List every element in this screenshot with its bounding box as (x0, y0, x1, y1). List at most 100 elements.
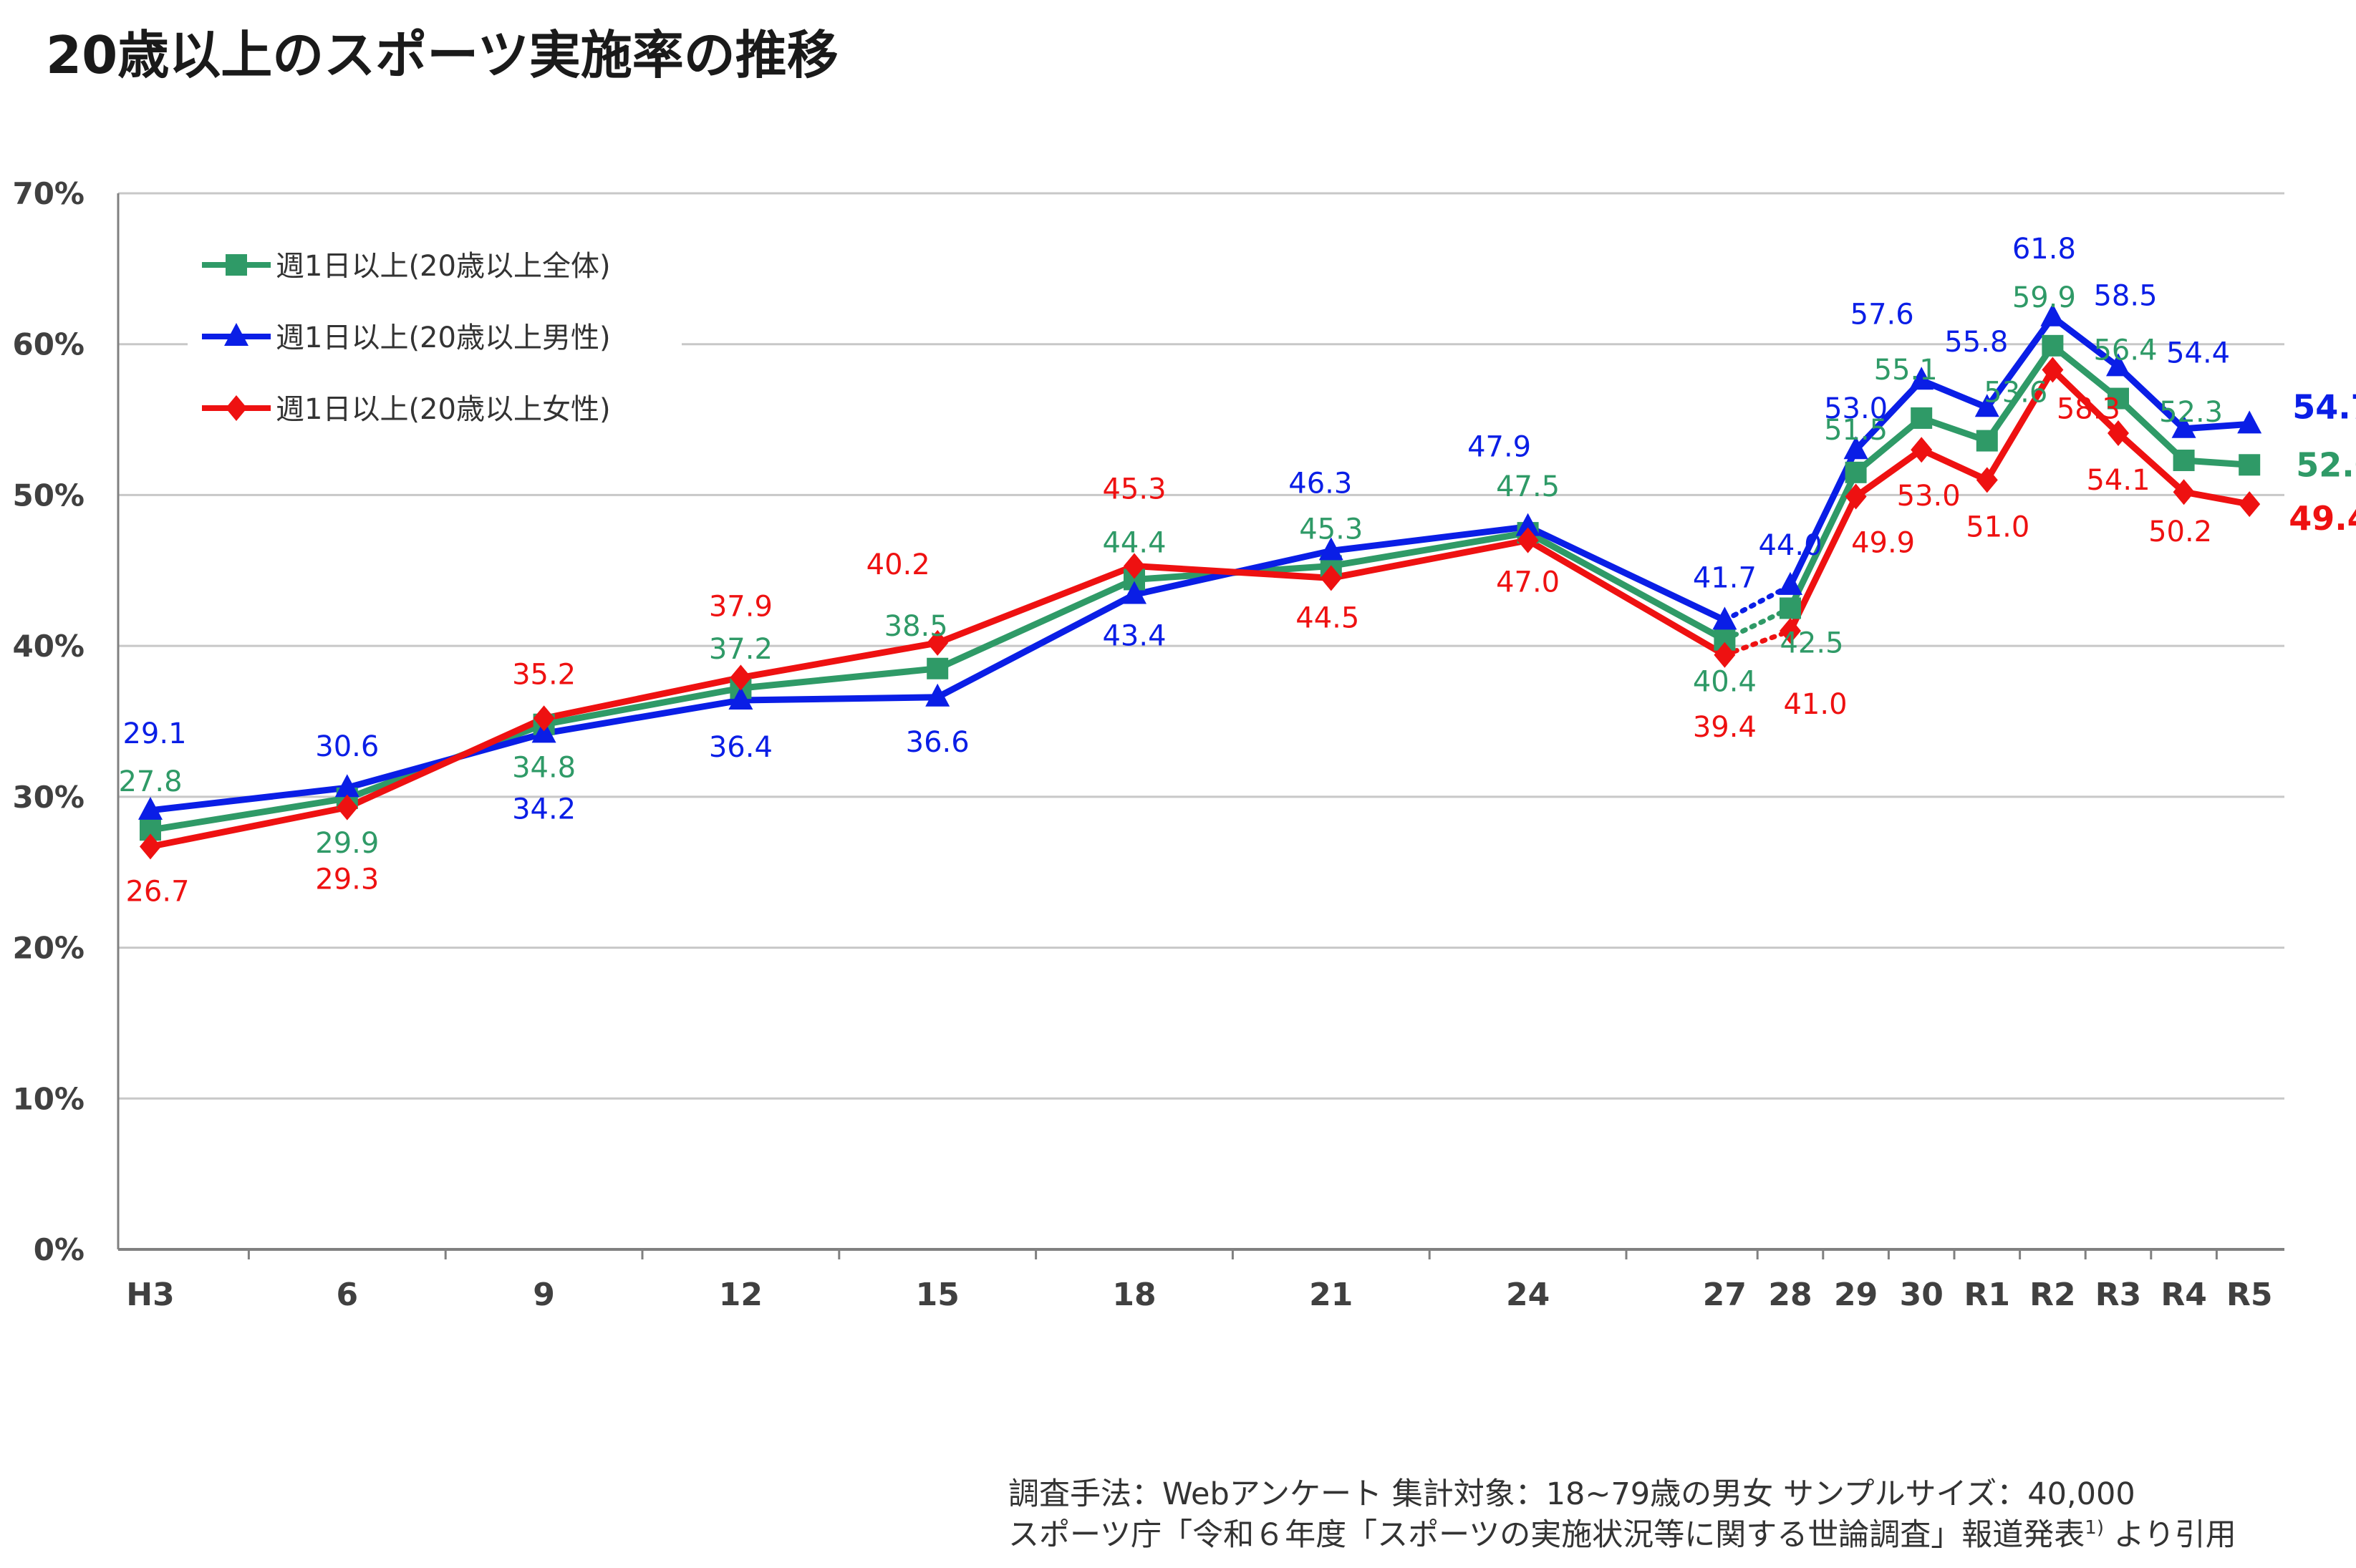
marker-diamond (1124, 553, 1145, 579)
data-label-male: 61.8 (2012, 233, 2076, 266)
y-tick-label: 30% (12, 780, 85, 815)
x-tick-label: 30 (1900, 1277, 1944, 1313)
marker-triangle (2106, 353, 2130, 377)
marker-square (927, 657, 949, 679)
data-label-total: 34.8 (512, 752, 576, 785)
series-line-female (1787, 367, 2251, 633)
marker-triangle (224, 323, 248, 346)
data-label-female: 51.0 (1966, 510, 2029, 543)
data-label-female: 49.4 (2289, 499, 2356, 538)
marker-square (1976, 430, 1998, 452)
marker-diamond (1714, 642, 1736, 668)
data-label-male: 36.6 (906, 726, 970, 759)
marker-square (1780, 597, 1801, 619)
x-tick-label: 18 (1112, 1277, 1156, 1313)
data-label-male: 29.1 (122, 717, 186, 750)
marker-triangle (138, 796, 163, 820)
y-tick-label: 10% (12, 1081, 85, 1116)
data-label-total: 52.3 (2159, 396, 2223, 429)
x-tick-label: H3 (126, 1277, 174, 1313)
marker-triangle (925, 683, 950, 707)
marker-diamond (1320, 565, 1342, 591)
data-label-male: 36.4 (709, 731, 773, 764)
data-label-male: 43.4 (1102, 620, 1166, 653)
data-label-female: 47.0 (1496, 566, 1560, 599)
marker-diamond (2239, 491, 2261, 518)
marker-square (226, 254, 247, 276)
data-label-male: 44.0 (1758, 529, 1822, 562)
data-label-total: 51.5 (1824, 414, 1888, 447)
series-dotted-female (1722, 628, 1793, 658)
marker-triangle (1122, 581, 1146, 604)
note-footnote-mark: 1) (2085, 1517, 2104, 1539)
x-tick-label: 27 (1703, 1277, 1747, 1313)
data-label-female: 53.0 (1897, 480, 1961, 513)
marker-diamond (1517, 527, 1539, 553)
series-dotted-total (1722, 605, 1793, 643)
data-label-male: 34.2 (512, 793, 576, 826)
series-line-total (1787, 342, 2250, 610)
x-tick-label: 12 (719, 1277, 763, 1313)
marker-diamond (2173, 479, 2195, 505)
data-label-female: 54.1 (2086, 464, 2150, 497)
line-chart: 0% 10% 20% 30% 40% 50% 60% 70% H3 6 9 12 15 18 21 24 27… (12, 176, 2356, 1313)
y-tick-label: 20% (12, 931, 85, 966)
data-label-male: 54.4 (2166, 337, 2230, 370)
source-note: 調査手法：Webアンケート 集計対象：18~79歳の男女 サンプルサイズ：40,… (1008, 1478, 2236, 1552)
data-label-total: 52.0 (2296, 445, 2356, 484)
marker-diamond (2108, 420, 2129, 447)
marker-triangle (334, 774, 359, 798)
data-label-female: 35.2 (512, 658, 576, 691)
marker-triangle (1712, 606, 1737, 630)
data-label-total: 55.1 (1874, 354, 1938, 387)
data-label-female: 58.3 (2057, 393, 2120, 426)
gridlines (118, 192, 2284, 1100)
marker-diamond (1780, 618, 1801, 644)
data-label-female: 49.9 (1851, 527, 1915, 560)
marker-square (1845, 461, 1867, 483)
marker-triangle (2040, 303, 2065, 326)
data-label-male: 53.0 (1824, 392, 1888, 425)
data-label-male: 58.5 (2093, 279, 2157, 312)
page-title: 20歳以上のスポーツ実施率の推移 (46, 25, 839, 85)
legend-label-male: 週1日以上(20歳以上男性) (276, 321, 611, 354)
y-tick-labels: 0% 10% 20% 30% 40% 50% 60% 70% (12, 176, 85, 1267)
legend: 週1日以上(20歳以上全体) 週1日以上(20歳以上男性) 週1日以上(20歳以上女… (188, 229, 682, 444)
marker-diamond (1845, 483, 1867, 510)
marker-triangle (1843, 436, 1868, 460)
marker-triangle (2237, 410, 2262, 434)
x-tick-label: R1 (1964, 1277, 2011, 1313)
x-tick-label: R4 (2161, 1277, 2207, 1313)
marker-diamond (730, 664, 752, 691)
series-line-total (150, 529, 1727, 833)
marker-square (2108, 387, 2129, 410)
y-tick-label: 60% (12, 327, 85, 362)
marker-square (1911, 407, 1933, 429)
note-line-2-text: スポーツ庁「令和６年度「スポーツの実施状況等に関する世論調査」報道発表 (1008, 1517, 2085, 1553)
marker-square (2173, 449, 2195, 471)
note-line-2-end: より引用 (2103, 1517, 2236, 1553)
data-label-total: 38.5 (884, 610, 948, 643)
y-tick-label: 70% (12, 176, 85, 211)
data-label-female: 40.2 (866, 548, 930, 581)
data-label-male: 55.8 (1944, 326, 2008, 359)
marker-diamond (140, 833, 161, 860)
y-tick-label: 0% (34, 1232, 85, 1267)
marker-triangle (2171, 415, 2196, 438)
marker-diamond (1976, 467, 1998, 493)
note-line-1: 調査手法：Webアンケート 集計対象：18~79歳の男女 サンプルサイズ：40,… (1008, 1476, 2135, 1512)
marker-triangle (1909, 367, 1934, 390)
data-label-male: 47.9 (1467, 431, 1531, 464)
x-tick-label: 21 (1309, 1277, 1353, 1313)
x-tick-label: 9 (533, 1277, 555, 1313)
data-label-total: 29.9 (315, 827, 379, 860)
data-label-male: 41.7 (1693, 561, 1757, 594)
marker-diamond (336, 794, 358, 821)
data-label-female: 29.3 (315, 863, 379, 896)
data-label-female: 44.5 (1295, 601, 1359, 634)
y-tick-label: 40% (12, 629, 85, 664)
marker-square (2239, 454, 2261, 476)
x-tick-labels: H3 6 9 12 15 18 21 24 27 28 29 30 R1 R2 R3 R4 R5 (126, 1277, 2272, 1313)
marker-triangle (1974, 394, 1999, 417)
marker-diamond (533, 705, 555, 732)
